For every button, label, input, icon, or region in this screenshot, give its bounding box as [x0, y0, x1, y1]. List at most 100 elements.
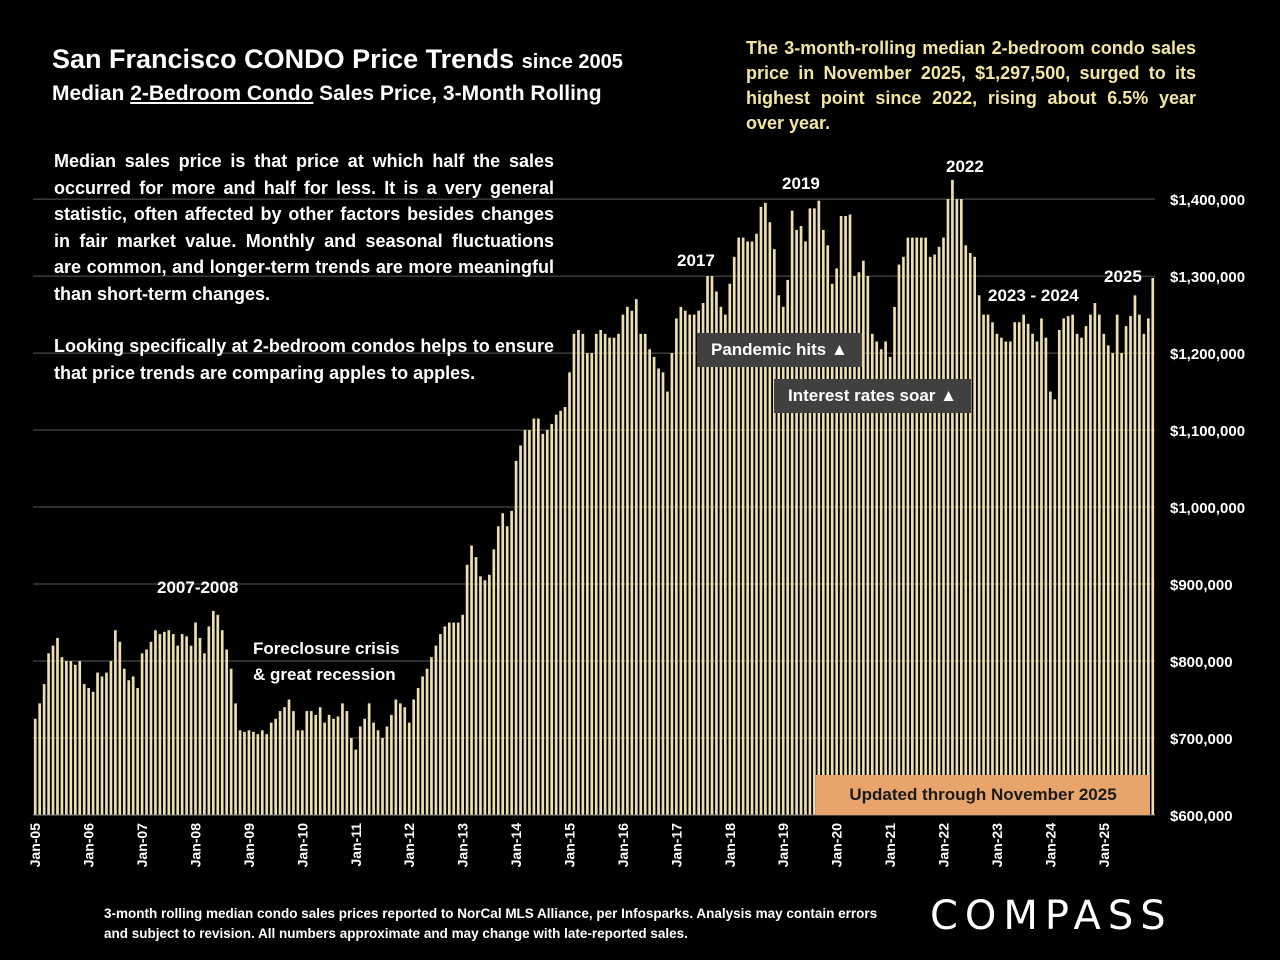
bar — [781, 306, 785, 815]
x-tick-label: Jan-07 — [134, 823, 150, 868]
bar — [1084, 326, 1088, 815]
bar — [109, 661, 113, 815]
annotation-2023-2024: 2023 - 2024 — [988, 286, 1079, 305]
bar — [430, 657, 433, 815]
bar — [1044, 337, 1048, 815]
bar — [140, 653, 144, 815]
bar — [964, 245, 968, 816]
bar — [572, 333, 576, 815]
bar — [942, 237, 945, 816]
bar — [314, 714, 318, 815]
bar — [995, 333, 999, 815]
bar — [1022, 314, 1025, 815]
bar — [1000, 337, 1003, 815]
bar — [345, 711, 349, 815]
bar — [305, 711, 309, 815]
annotation-2017: 2017 — [677, 251, 715, 270]
bar — [176, 645, 180, 815]
x-tick-label: Jan-22 — [936, 823, 952, 868]
bar — [550, 423, 554, 815]
bar — [1111, 353, 1115, 815]
bar — [376, 730, 380, 815]
bar — [350, 738, 353, 815]
bar — [470, 545, 473, 815]
bar — [194, 622, 197, 815]
bar — [336, 716, 340, 815]
bar — [933, 254, 936, 815]
bar — [229, 668, 233, 815]
x-tick-label: Jan-08 — [188, 823, 204, 868]
x-tick-label: Jan-21 — [882, 823, 898, 868]
interest-rates-label: Interest rates soar ▲ — [774, 379, 971, 413]
bar — [87, 687, 90, 815]
x-tick-label: Jan-12 — [401, 823, 417, 868]
bar — [581, 333, 585, 815]
bar — [238, 730, 242, 815]
bar — [603, 333, 607, 815]
bar — [1093, 303, 1097, 815]
x-tick-label: Jan-09 — [241, 823, 257, 868]
x-axis: Jan-05 Jan-06 Jan-07 Jan-08 Jan-09 Jan-10 Jan-… — [27, 814, 1155, 868]
bar — [171, 634, 175, 815]
bar — [870, 333, 874, 815]
bar — [545, 430, 549, 815]
bar — [1008, 341, 1012, 815]
bar — [1120, 353, 1123, 815]
bar — [715, 291, 718, 816]
bar — [136, 687, 139, 815]
y-tick-label: $1,000,000 — [1170, 500, 1245, 517]
bar — [675, 318, 678, 815]
bar — [884, 341, 887, 815]
bar — [60, 657, 64, 815]
y-tick-label: $1,300,000 — [1170, 269, 1245, 286]
bar — [381, 738, 384, 815]
bar — [590, 353, 594, 815]
bar — [234, 703, 237, 815]
bar — [256, 734, 260, 815]
y-axis: $600,000 $700,000 $800,000 $900,000 $1,000,0… — [1170, 192, 1245, 825]
bar — [639, 333, 643, 815]
bar — [866, 276, 870, 816]
bar — [683, 310, 687, 815]
bar — [1080, 337, 1083, 815]
bar — [862, 260, 865, 815]
bar — [786, 279, 790, 815]
bar — [541, 433, 545, 815]
bar — [875, 341, 879, 815]
bar — [265, 734, 269, 815]
bar — [65, 661, 68, 815]
bar — [732, 256, 736, 816]
bar — [959, 199, 963, 816]
chart-title-main: San Francisco CONDO Price Trends — [52, 44, 515, 74]
bar — [666, 391, 669, 815]
bar — [888, 356, 892, 815]
bar — [1129, 316, 1132, 815]
bar — [563, 406, 567, 815]
bar — [577, 329, 580, 815]
bar — [617, 333, 620, 815]
bar — [1031, 333, 1034, 815]
bar — [830, 283, 834, 815]
bar — [951, 179, 954, 816]
explanation-text: Median sales price is that price at whic… — [54, 148, 554, 412]
bar — [47, 653, 50, 815]
bar — [247, 730, 251, 815]
x-tick-label: Jan-17 — [668, 823, 684, 868]
bar — [982, 314, 985, 815]
bar — [599, 329, 603, 815]
bar — [296, 730, 300, 815]
x-tick-label: Jan-15 — [562, 823, 578, 868]
bar — [608, 337, 611, 815]
bar — [278, 711, 282, 815]
bar — [790, 210, 794, 815]
bar — [768, 222, 772, 815]
bar — [915, 237, 919, 816]
bar — [750, 241, 754, 815]
bar — [122, 668, 126, 815]
subtitle-pre: Median — [52, 82, 131, 105]
bar — [390, 714, 393, 815]
bar — [358, 726, 362, 815]
x-tick-label: Jan-11 — [348, 823, 364, 867]
bar — [439, 634, 442, 815]
